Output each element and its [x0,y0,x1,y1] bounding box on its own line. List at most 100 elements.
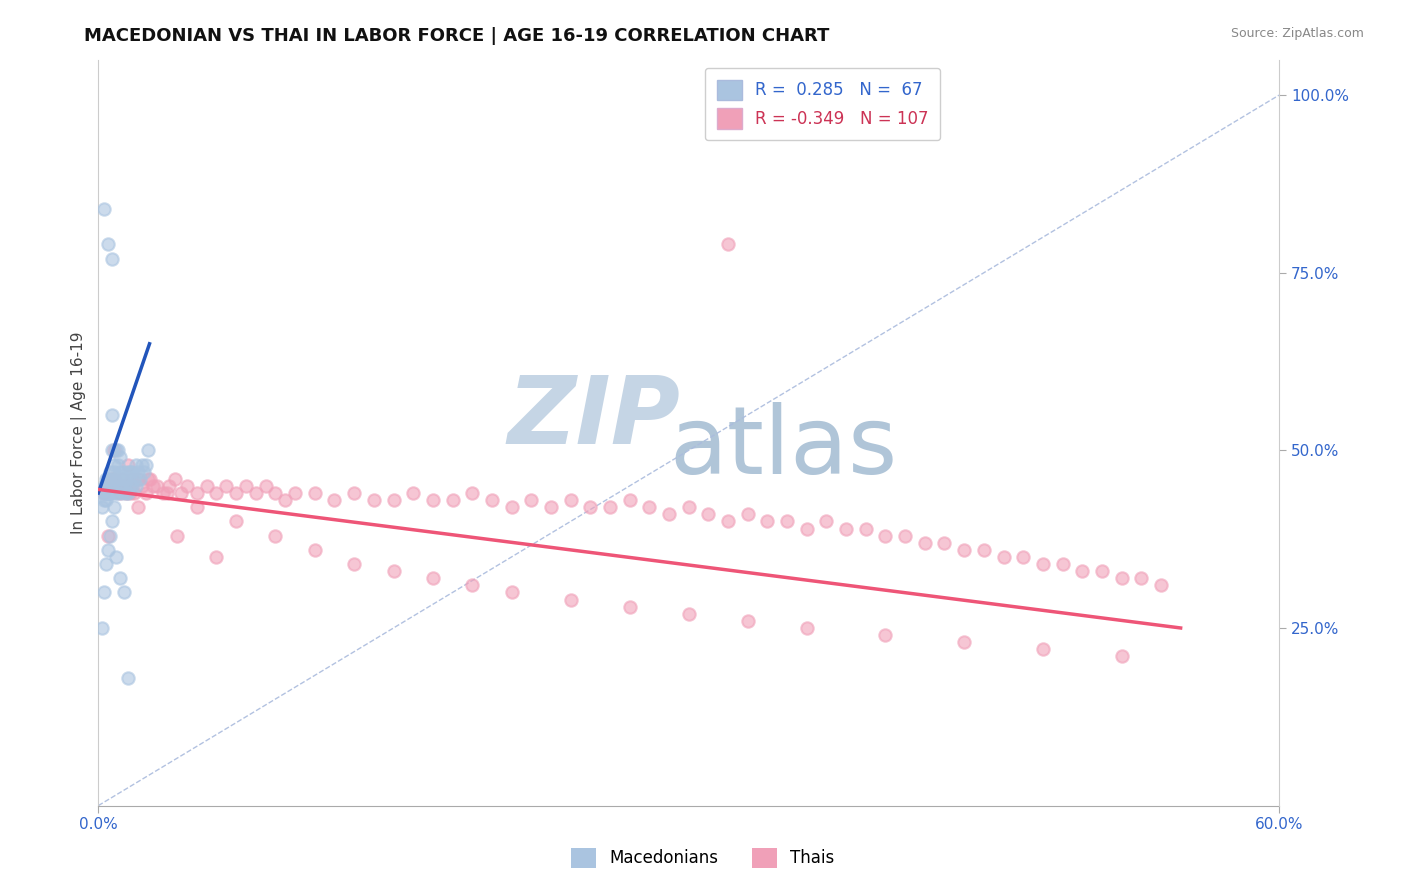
Point [264,486,287,500]
Point [382,564,405,578]
Point [101,515,124,529]
Point [176,479,198,493]
Point [914,535,936,549]
Point [125,458,148,472]
Point [121,472,143,486]
Point [98,479,121,493]
Point [776,515,799,529]
Point [136,472,159,486]
Point [142,479,165,493]
Point [93,486,115,500]
Point [1071,564,1094,578]
Point [658,508,681,522]
Point [108,465,131,479]
Point [96,557,118,571]
Point [678,607,700,621]
Point [131,458,153,472]
Point [796,621,818,635]
Point [274,493,297,508]
Point [1111,571,1133,585]
Point [934,535,956,549]
Point [186,486,208,500]
Point [402,486,425,500]
Point [132,465,155,479]
Point [157,479,180,493]
Point [135,486,157,500]
Point [678,500,700,515]
Point [131,479,153,493]
Point [1032,642,1054,657]
Point [103,465,125,479]
Point [118,479,141,493]
Point [560,493,582,508]
Point [117,479,139,493]
Point [108,571,131,585]
Point [111,472,134,486]
Point [117,458,139,472]
Point [121,479,143,493]
Point [195,479,218,493]
Legend: R =  0.285   N =  67, R = -0.349   N = 107: R = 0.285 N = 67, R = -0.349 N = 107 [704,68,941,140]
Point [117,465,139,479]
Y-axis label: In Labor Force | Age 16-19: In Labor Force | Age 16-19 [72,331,87,533]
Point [96,486,118,500]
Point [1111,649,1133,664]
Point [97,528,120,542]
Point [501,585,523,599]
Point [756,515,779,529]
Text: atlas: atlas [669,401,897,493]
Point [422,493,444,508]
Point [108,486,131,500]
Point [619,599,641,614]
Point [103,500,125,515]
Point [105,479,128,493]
Point [152,486,174,500]
Point [737,614,759,628]
Point [156,486,179,500]
Point [101,443,124,458]
Point [103,472,125,486]
Point [461,486,484,500]
Point [103,443,125,458]
Point [579,500,602,515]
Point [135,458,157,472]
Point [108,479,131,493]
Point [105,443,128,458]
Point [540,500,562,515]
Point [107,472,129,486]
Point [122,472,145,486]
Point [128,472,150,486]
Text: ZIP: ZIP [508,372,681,464]
Point [121,465,143,479]
Point [97,479,120,493]
Point [105,549,128,564]
Point [107,486,129,500]
Point [461,578,484,592]
Point [1130,571,1153,585]
Point [97,237,120,252]
Point [118,465,141,479]
Point [1091,564,1114,578]
Point [105,472,128,486]
Point [138,472,160,486]
Point [1032,557,1054,571]
Point [91,500,114,515]
Point [835,522,858,536]
Point [115,486,138,500]
Point [205,486,228,500]
Point [91,621,114,635]
Point [127,500,149,515]
Point [304,486,326,500]
Point [638,500,661,515]
Point [107,443,129,458]
Point [127,465,149,479]
Point [97,486,120,500]
Point [875,528,897,542]
Point [136,443,159,458]
Point [973,542,995,557]
Point [501,500,523,515]
Point [737,508,759,522]
Point [343,486,366,500]
Point [101,472,124,486]
Point [103,458,125,472]
